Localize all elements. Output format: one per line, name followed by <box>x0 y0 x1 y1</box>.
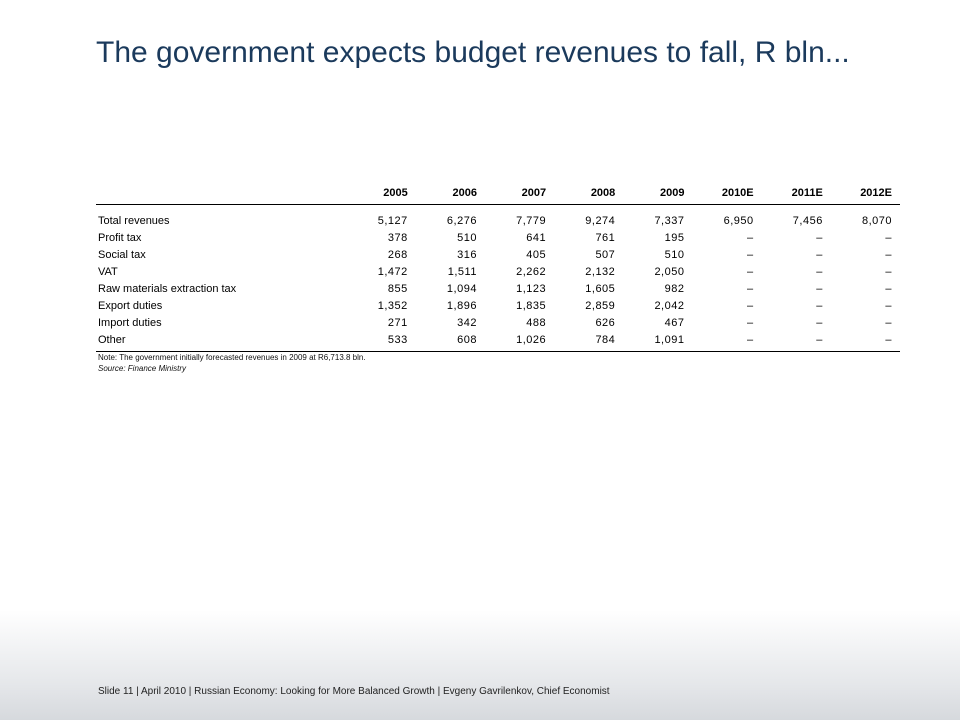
table-cell: 2,042 <box>654 300 685 312</box>
table-row: Export duties 1,352 1,896 1,835 2,859 2,… <box>96 298 900 315</box>
table-cell: 1,511 <box>447 266 477 278</box>
table-cell: 855 <box>387 283 408 295</box>
table-cell: 7,456 <box>792 215 823 227</box>
table-row: Profit tax 378 510 641 761 195 – – – <box>96 230 900 247</box>
table-cell: – <box>761 332 831 352</box>
table-cell: 608 <box>415 332 485 352</box>
table-cell: 2,859 <box>585 300 616 312</box>
table-cell: – <box>885 232 892 244</box>
table-cell: 510 <box>457 232 477 244</box>
table-cell: 6,950 <box>723 215 754 227</box>
table-cell: – <box>885 266 892 278</box>
table-cell: – <box>830 332 900 352</box>
table-row: Total revenues 5,127 6,276 7,779 9,274 7… <box>96 213 900 230</box>
note-text: Note: The government initially forecaste… <box>98 353 366 362</box>
table-cell: – <box>885 300 892 312</box>
table-cell: 8,070 <box>861 215 892 227</box>
table-cell: – <box>747 283 754 295</box>
column-header: 2009 <box>623 184 693 205</box>
table-cell: 1,896 <box>446 300 477 312</box>
column-header: 2012E <box>830 184 900 205</box>
table-cell: 510 <box>664 249 685 261</box>
table-cell: 467 <box>664 317 685 329</box>
row-label: Total revenues <box>98 215 170 227</box>
table-cell: 1,605 <box>585 283 616 295</box>
table-row: Other 533 608 1,026 784 1,091 – – – <box>96 332 900 352</box>
table-cell: 1,026 <box>484 332 555 352</box>
table-cell: – <box>816 266 823 278</box>
table-row: Social tax 268 316 405 507 510 – – – <box>96 247 900 264</box>
table-cell: 1,091 <box>623 332 693 352</box>
row-label: Social tax <box>98 249 146 261</box>
table-cell: 507 <box>595 249 616 261</box>
column-header: 2008 <box>554 184 624 205</box>
table-cell: 316 <box>457 249 477 261</box>
table-cell: 626 <box>595 317 616 329</box>
column-header <box>96 184 347 205</box>
row-label: Export duties <box>98 300 163 312</box>
table-cell: – <box>885 249 892 261</box>
table-row: Raw materials extraction tax 855 1,094 1… <box>96 281 900 298</box>
table-cell: 342 <box>457 317 477 329</box>
slide-footer: Slide 11 | April 2010 | Russian Economy:… <box>98 686 610 697</box>
table-cell: 9,274 <box>585 215 616 227</box>
table-cell: 784 <box>554 332 624 352</box>
table-row: Import duties 271 342 488 626 467 – – – <box>96 315 900 332</box>
table-cell: 378 <box>387 232 408 244</box>
row-label: VAT <box>98 266 118 278</box>
table-cell: 195 <box>664 232 685 244</box>
table-cell: 7,779 <box>516 215 547 227</box>
table-row: VAT 1,472 1,511 2,262 2,132 2,050 – – – <box>96 264 900 281</box>
row-label: Other <box>96 332 347 352</box>
table-cell: 6,276 <box>446 215 477 227</box>
table-cell: – <box>885 317 892 329</box>
table-cell: 405 <box>526 249 547 261</box>
table-cell: – <box>816 232 823 244</box>
table-cell: 271 <box>387 317 408 329</box>
table-header-row: 2005 2006 2007 2008 2009 2010E 2011E 201… <box>96 184 900 205</box>
table-cell: 1,123 <box>516 283 547 295</box>
table-cell: – <box>747 232 754 244</box>
table-cell: 2,132 <box>585 266 616 278</box>
table-cell: – <box>885 283 892 295</box>
table-cell: 982 <box>664 283 685 295</box>
row-label: Profit tax <box>98 232 142 244</box>
column-header: 2007 <box>484 184 555 205</box>
table-cell: – <box>747 300 754 312</box>
table-cell: 1,472 <box>377 266 408 278</box>
row-label: Import duties <box>98 317 162 329</box>
table-cell: – <box>747 317 754 329</box>
table-cell: 641 <box>526 232 547 244</box>
table-cell: 7,337 <box>654 215 685 227</box>
revenue-table: 2005 2006 2007 2008 2009 2010E 2011E 201… <box>96 184 900 352</box>
revenue-table-container: 2005 2006 2007 2008 2009 2010E 2011E 201… <box>96 184 900 352</box>
table-cell: – <box>747 266 754 278</box>
source-text: Source: Finance Ministry <box>98 364 187 373</box>
table-cell: 268 <box>387 249 408 261</box>
table-cell: 533 <box>346 332 416 352</box>
table-cell: – <box>816 300 823 312</box>
table-cell: – <box>692 332 762 352</box>
table-cell: 1,835 <box>516 300 547 312</box>
table-cell: 5,127 <box>377 215 408 227</box>
table-cell: – <box>747 249 754 261</box>
column-header: 2011E <box>761 184 831 205</box>
table-cell: 2,050 <box>654 266 685 278</box>
table-cell: – <box>816 317 823 329</box>
table-cell: 2,262 <box>516 266 547 278</box>
table-notes: Note: The government initially forecaste… <box>98 352 366 374</box>
column-header: 2006 <box>415 184 485 205</box>
column-header: 2005 <box>346 184 416 205</box>
table-cell: 761 <box>595 232 616 244</box>
table-cell: – <box>816 283 823 295</box>
table-cell: 488 <box>526 317 547 329</box>
column-header: 2010E <box>692 184 762 205</box>
table-cell: 1,094 <box>446 283 477 295</box>
footer-background <box>0 610 960 720</box>
table-spacer-row <box>96 205 900 214</box>
row-label: Raw materials extraction tax <box>98 283 237 295</box>
table-cell: – <box>816 249 823 261</box>
slide-title: The government expects budget revenues t… <box>96 36 850 69</box>
table-cell: 1,352 <box>377 300 408 312</box>
